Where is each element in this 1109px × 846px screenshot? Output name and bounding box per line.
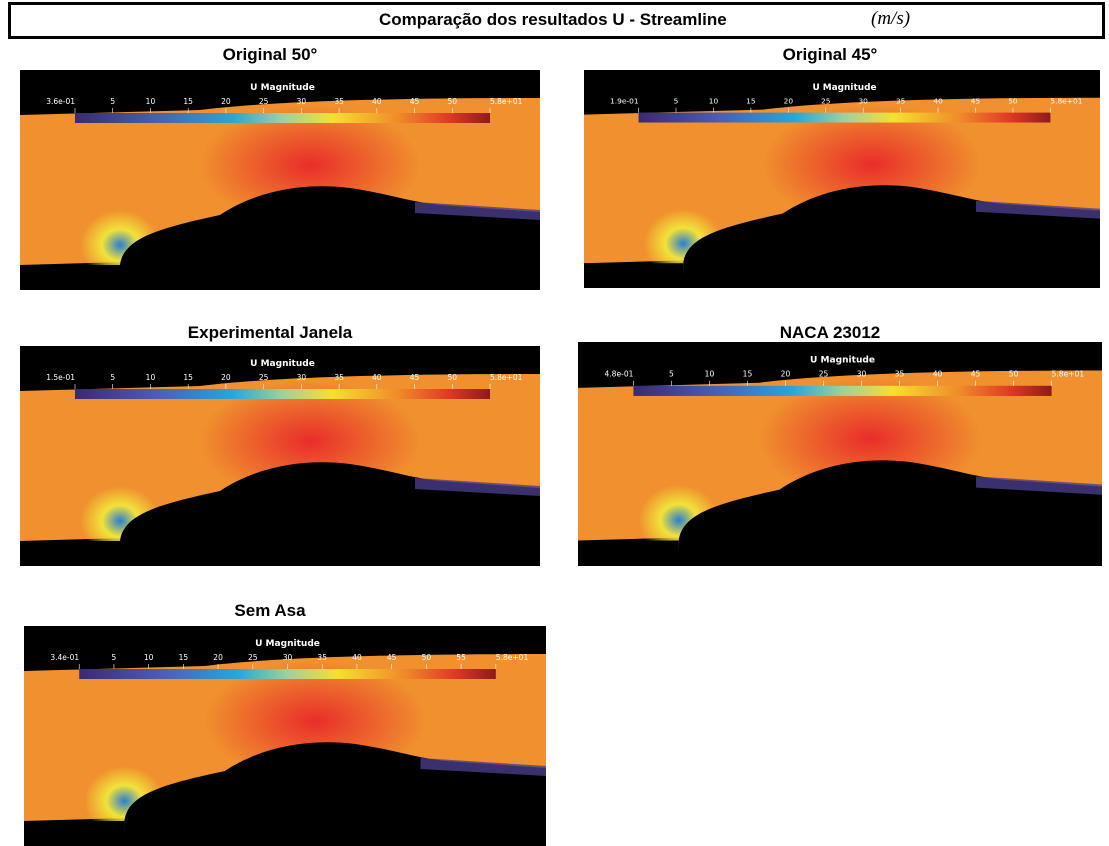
- colorbar-tick-label: 40: [352, 653, 362, 662]
- header-unit: (m/s): [871, 8, 911, 29]
- wake: [975, 200, 1100, 219]
- colorbar-tick-label: 5.8e+01: [1052, 370, 1085, 379]
- colorbar-tick-label: 20: [221, 97, 231, 106]
- colorbar-tick-label: 50: [447, 373, 457, 382]
- colorbar-tick-label: 15: [183, 373, 193, 382]
- colorbar-tick-label: 40: [933, 370, 943, 379]
- colorbar-tick-label: 5: [110, 373, 115, 382]
- header: Comparação dos resultados U - Streamline…: [8, 2, 1105, 39]
- colorbar-tick-label: 5: [110, 97, 115, 106]
- panel-title: Sem Asa: [234, 601, 306, 620]
- colorbar-tick-label: 1.5e-01: [46, 373, 75, 382]
- colorbar-label: U Magnitude: [812, 83, 876, 93]
- colorbar-tick-label: 40: [372, 97, 382, 106]
- wake: [415, 478, 540, 496]
- ground: [20, 265, 120, 290]
- ground: [578, 540, 679, 566]
- panel-title: Experimental Janela: [187, 323, 353, 342]
- colorbar-tick-label: 25: [248, 653, 258, 662]
- colorbar-tick-label: 20: [221, 373, 231, 382]
- wake: [415, 202, 540, 220]
- header-title: Comparação dos resultados U - Streamline: [379, 10, 727, 29]
- colorbar-tick-label: 5.8e+01: [490, 373, 523, 382]
- colorbar-tick-label: 35: [895, 370, 905, 379]
- colorbar-tick-label: 50: [422, 653, 432, 662]
- ground: [24, 821, 125, 846]
- colorbar-tick-label: 30: [283, 653, 293, 662]
- colorbar-tick-label: 25: [819, 370, 829, 379]
- colorbar-tick-label: 15: [746, 97, 756, 106]
- colorbar-tick-label: 30: [297, 97, 307, 106]
- colorbar-tick-label: 25: [821, 97, 831, 106]
- colorbar-tick-label: 45: [971, 370, 981, 379]
- colorbar-tick-label: 55: [456, 653, 466, 662]
- panel-image: U Magnitude 4.8e-01 5 10 15 20 25 30 35 40 45 50 5.8…: [578, 342, 1102, 566]
- colorbar-tick-label: 3.4e-01: [50, 653, 79, 662]
- colorbar-tick-label: 35: [896, 97, 906, 106]
- panel-image: U Magnitude 3.4e-01 5 10 15 20 25 30 35 40 45 50 55 5…: [24, 626, 546, 846]
- colorbar-tick-label: 30: [857, 370, 867, 379]
- colorbar: [75, 113, 490, 123]
- colorbar-tick-label: 20: [784, 97, 794, 106]
- colorbar-tick-label: 5: [112, 653, 117, 662]
- colorbar-tick-label: 5: [674, 97, 679, 106]
- colorbar-tick-label: 35: [334, 97, 344, 106]
- colorbar-tick-label: 30: [858, 97, 868, 106]
- colorbar-tick-label: 15: [183, 97, 193, 106]
- colorbar: [638, 112, 1051, 123]
- colorbar-tick-label: 15: [179, 653, 189, 662]
- colorbar-tick-label: 20: [781, 370, 791, 379]
- colorbar-tick-label: 5.8e+01: [1050, 97, 1082, 106]
- ground: [20, 541, 120, 566]
- colorbar-tick-label: 5.8e+01: [496, 653, 529, 662]
- colorbar-tick-label: 5: [669, 370, 674, 379]
- colorbar-tick-label: 10: [705, 370, 715, 379]
- colorbar-tick-label: 30: [297, 373, 307, 382]
- wake: [420, 758, 546, 776]
- colorbar-tick-label: 35: [317, 653, 327, 662]
- colorbar: [633, 385, 1052, 396]
- panel-image: U Magnitude 1.9e-01 5 10 15 20 25 30 35 40 45 50 5.8…: [584, 70, 1100, 288]
- panel-title: NACA 23012: [779, 323, 881, 342]
- colorbar-label: U Magnitude: [810, 355, 875, 365]
- colorbar-tick-label: 40: [372, 373, 382, 382]
- colorbar-tick-label: 5.8e+01: [490, 97, 523, 106]
- colorbar-tick-label: 45: [410, 97, 420, 106]
- colorbar-tick-label: 10: [709, 97, 719, 106]
- ground: [584, 263, 684, 288]
- colorbar-label: U Magnitude: [250, 359, 315, 369]
- colorbar-tick-label: 10: [144, 653, 154, 662]
- colorbar: [79, 669, 496, 679]
- colorbar-tick-label: 45: [387, 653, 397, 662]
- colorbar-tick-label: 25: [259, 97, 269, 106]
- colorbar-tick-label: 50: [1009, 370, 1019, 379]
- panel-title: Original 45°: [782, 45, 878, 64]
- colorbar-tick-label: 10: [146, 97, 156, 106]
- colorbar-tick-label: 1.9e-01: [610, 97, 639, 106]
- panel-title: Original 50°: [222, 45, 318, 64]
- colorbar-tick-label: 15: [743, 370, 753, 379]
- colorbar-tick-label: 50: [1008, 97, 1018, 106]
- colorbar-tick-label: 20: [213, 653, 223, 662]
- panel-image: U Magnitude 3.6e-01 5 10 15 20 25 30 35 40 45 50 5.8…: [20, 70, 540, 290]
- colorbar-tick-label: 45: [410, 373, 420, 382]
- colorbar-tick-label: 10: [146, 373, 156, 382]
- colorbar-tick-label: 50: [447, 97, 457, 106]
- colorbar-tick-label: 35: [334, 373, 344, 382]
- panel-image: U Magnitude 1.5e-01 5 10 15 20 25 30 35 40 45 50 5.8…: [20, 346, 540, 566]
- colorbar-tick-label: 4.8e-01: [604, 370, 633, 379]
- colorbar-label: U Magnitude: [250, 83, 315, 93]
- colorbar-label: U Magnitude: [255, 639, 320, 649]
- colorbar-tick-label: 45: [971, 97, 981, 106]
- colorbar-tick-label: 40: [933, 97, 943, 106]
- colorbar-tick-label: 25: [259, 373, 269, 382]
- colorbar: [75, 389, 490, 399]
- colorbar-tick-label: 3.6e-01: [46, 97, 75, 106]
- wake: [976, 476, 1102, 495]
